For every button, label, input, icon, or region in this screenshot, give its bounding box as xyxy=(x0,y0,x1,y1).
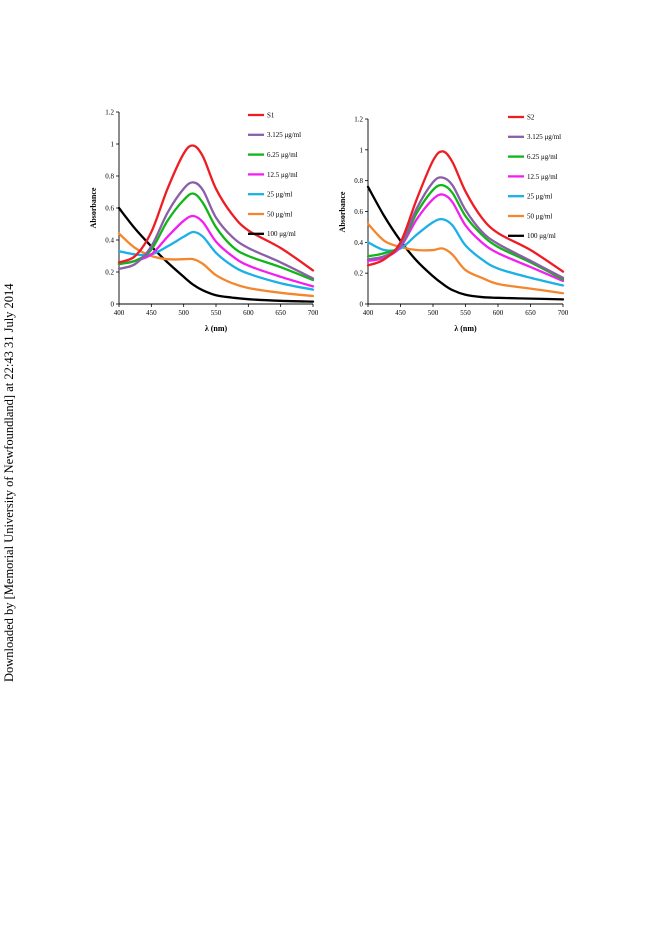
legend-label: 12.5 μg/ml xyxy=(267,171,298,179)
x-tick-label: 650 xyxy=(275,309,286,317)
series-line-3 xyxy=(117,214,315,288)
y-tick-label: 0.2 xyxy=(354,270,363,278)
y-tick-label: 0.4 xyxy=(105,237,114,245)
y-tick-label: 0 xyxy=(360,301,364,309)
x-tick-label: 450 xyxy=(146,309,157,317)
legend-label: 25 μg/ml xyxy=(527,193,552,201)
x-axis-label: λ (nm) xyxy=(454,324,477,333)
x-tick-label: 700 xyxy=(558,309,569,317)
y-tick-label: 0.6 xyxy=(105,205,114,213)
series-line-1 xyxy=(117,181,315,280)
series-line-0 xyxy=(117,144,315,272)
series-line-6 xyxy=(117,206,315,303)
x-axis-label: λ (nm) xyxy=(205,324,228,333)
legend-label: 3.125 μg/ml xyxy=(527,133,561,141)
x-tick-label: 500 xyxy=(428,309,439,317)
legend-label: 50 μg/ml xyxy=(527,212,552,220)
y-axis-label: Absorbance xyxy=(338,191,347,232)
x-tick-label: 600 xyxy=(243,309,254,317)
legend-label: 6.25 μg/ml xyxy=(527,153,558,161)
y-tick-label: 0.8 xyxy=(105,173,114,181)
y-tick-label: 1 xyxy=(111,141,115,149)
y-tick-label: 0.8 xyxy=(354,177,363,185)
legend-label: S2 xyxy=(527,113,535,121)
x-tick-label: 400 xyxy=(114,309,125,317)
x-tick-label: 450 xyxy=(395,309,406,317)
x-tick-label: 550 xyxy=(211,309,222,317)
series-line-1 xyxy=(366,176,565,279)
series-line-2 xyxy=(117,192,315,282)
legend-label: S1 xyxy=(267,111,275,119)
y-tick-label: 0.2 xyxy=(105,269,114,277)
y-tick-label: 1.2 xyxy=(105,109,114,117)
y-tick-label: 1.2 xyxy=(354,116,363,124)
legend-label: 100 μg/ml xyxy=(527,232,556,240)
x-tick-label: 650 xyxy=(525,309,536,317)
x-tick-label: 700 xyxy=(308,309,319,317)
y-tick-label: 0.4 xyxy=(354,239,363,247)
x-tick-label: 400 xyxy=(363,309,374,317)
x-tick-label: 600 xyxy=(493,309,504,317)
y-axis-label: Absorbance xyxy=(89,187,98,228)
legend-label: 100 μg/ml xyxy=(267,230,296,238)
series-line-6 xyxy=(366,185,565,301)
legend-label: 6.25 μg/ml xyxy=(267,151,298,159)
legend-label: 12.5 μg/ml xyxy=(527,173,558,181)
legend-label: 3.125 μg/ml xyxy=(267,131,301,139)
y-tick-label: 0 xyxy=(111,301,115,309)
legend-label: 25 μg/ml xyxy=(267,191,292,199)
legend-label: 50 μg/ml xyxy=(267,210,292,218)
x-tick-label: 500 xyxy=(178,309,189,317)
x-tick-label: 550 xyxy=(460,309,471,317)
y-tick-label: 0.6 xyxy=(354,208,363,216)
series-line-0 xyxy=(366,150,565,273)
y-tick-label: 1 xyxy=(360,146,364,154)
